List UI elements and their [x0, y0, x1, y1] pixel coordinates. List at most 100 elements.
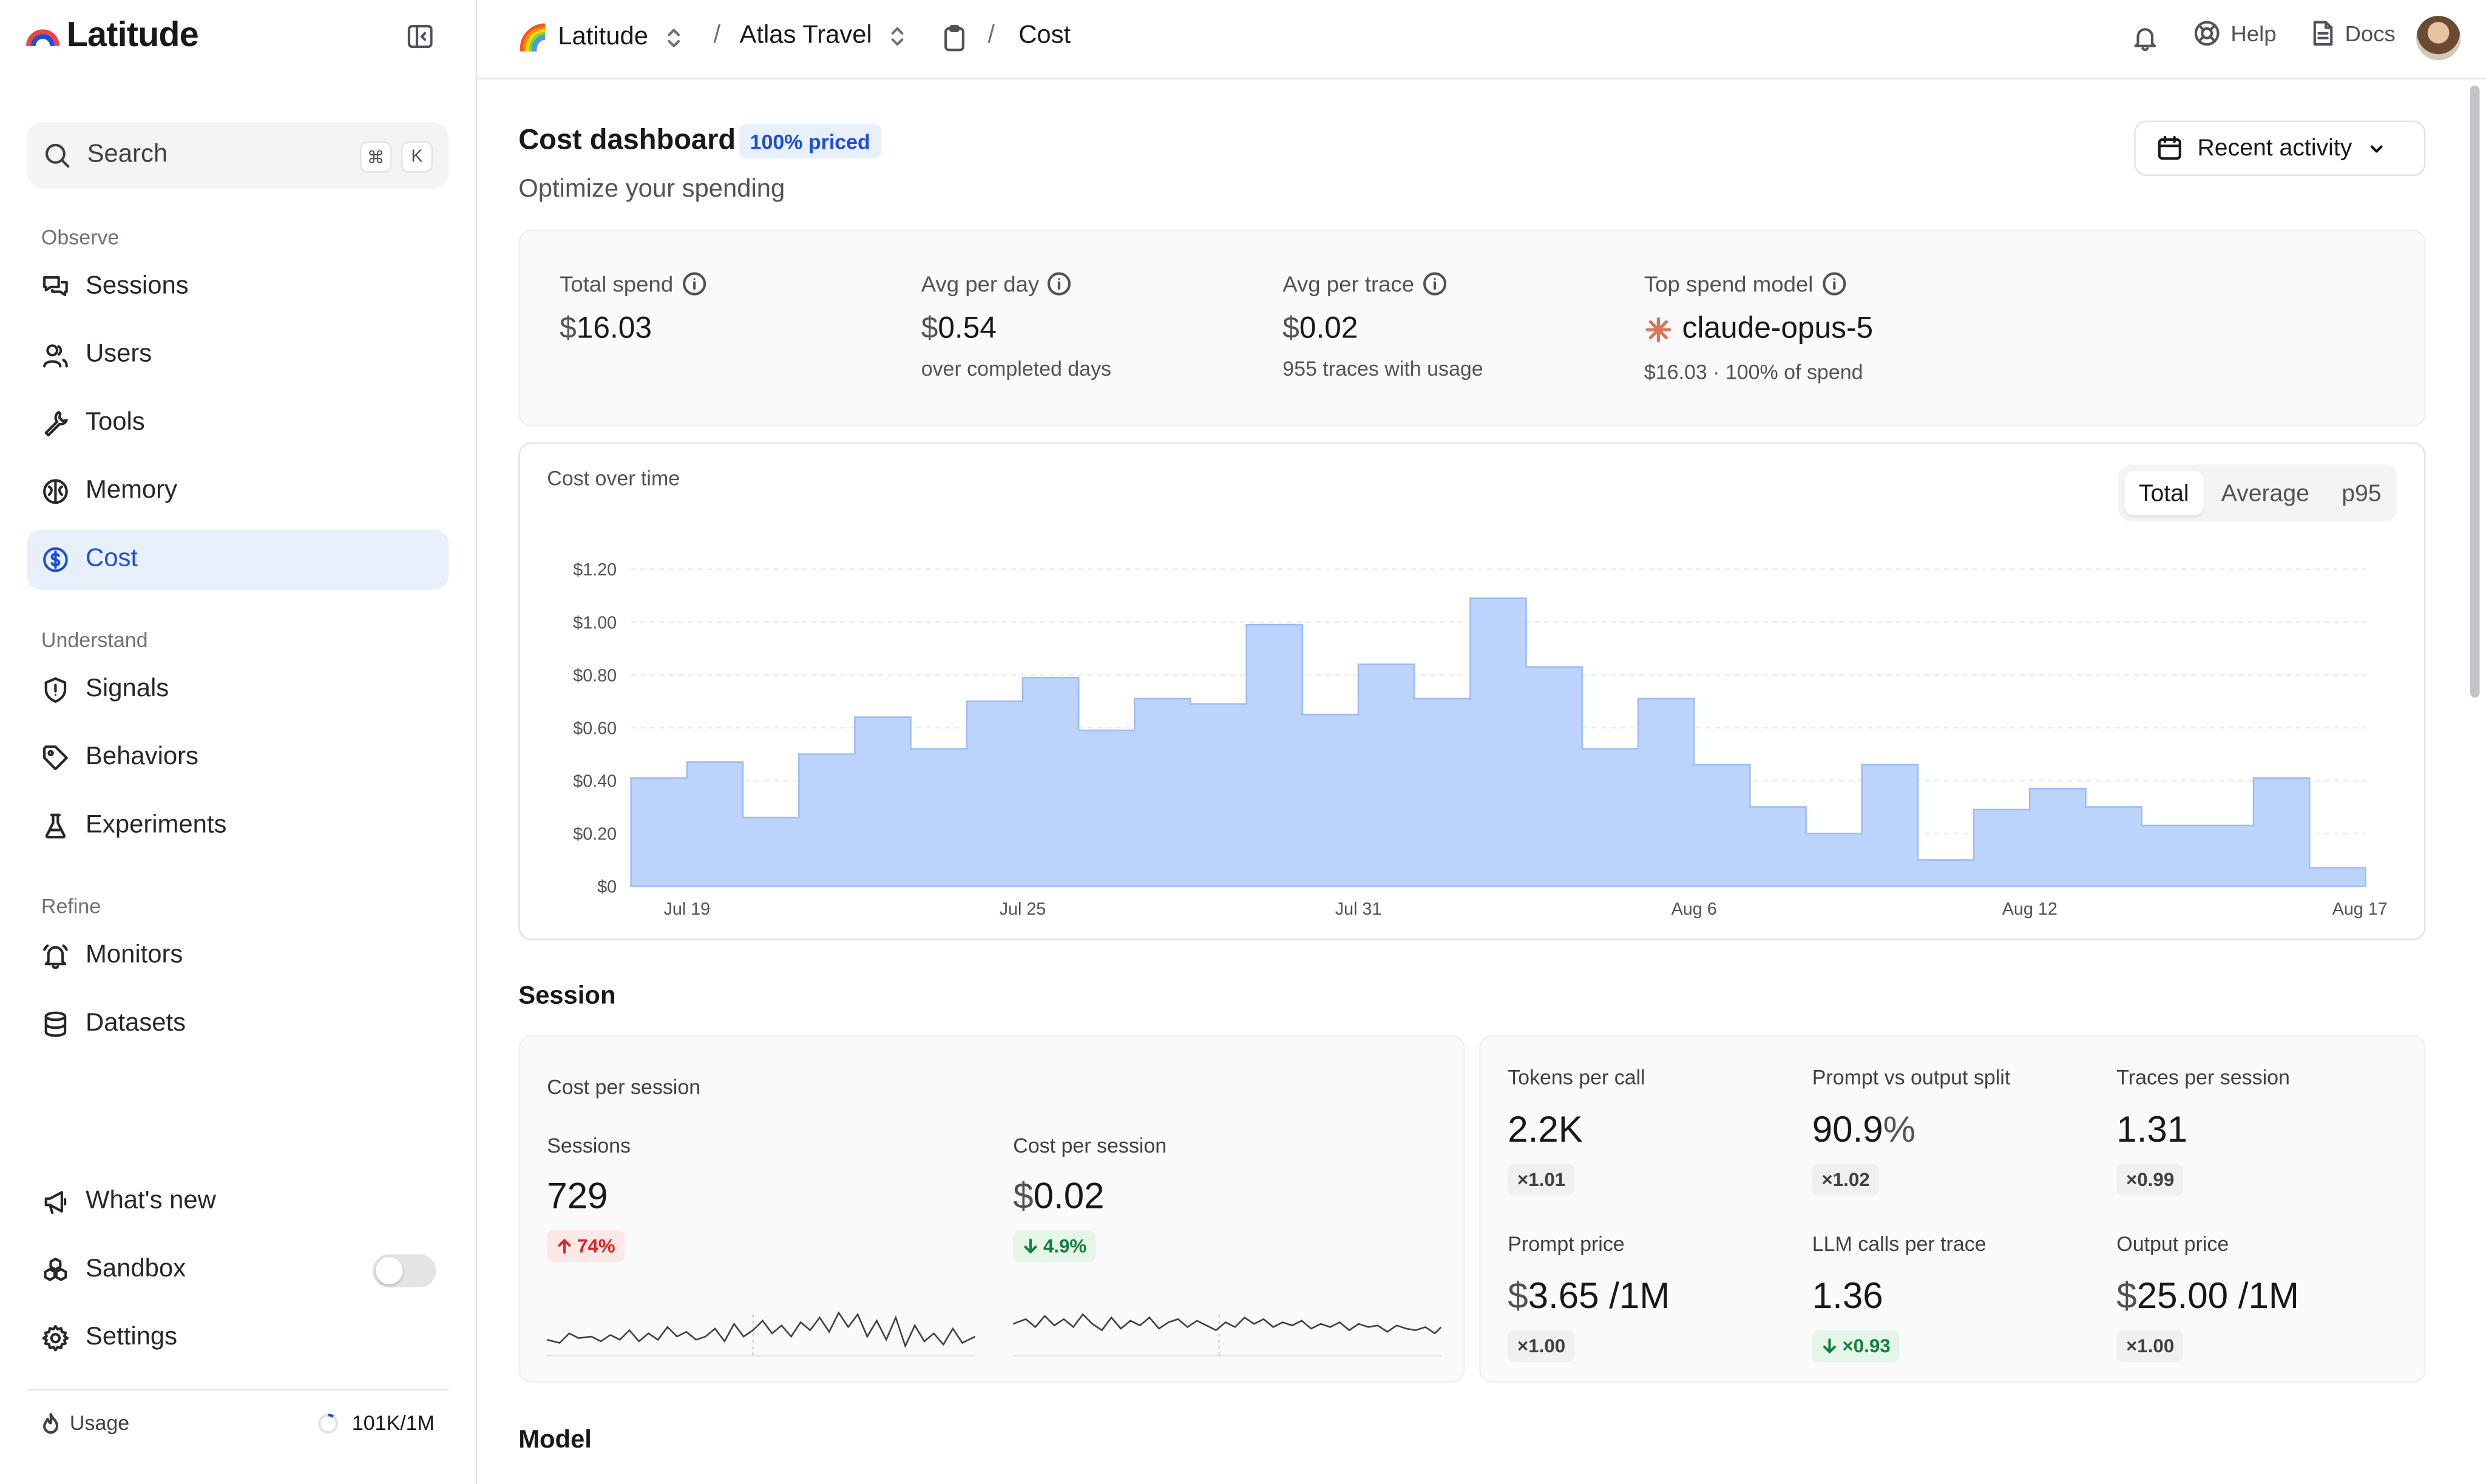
sidebar-item-whats-new[interactable]: What's new [27, 1171, 449, 1232]
gear-icon [42, 1325, 69, 1352]
scrollbar[interactable] [2470, 86, 2480, 698]
top-bar: 🌈 Latitude / Atlas Travel / Cost Help Do… [477, 0, 2486, 80]
metric-value: 0.02 [1033, 1174, 1105, 1216]
metric-label: LLM calls per trace [1812, 1232, 1986, 1256]
ratio-badge: ×1.01 [1508, 1164, 1575, 1196]
help-label: Help [2230, 20, 2277, 46]
cost-bar [2309, 868, 2365, 886]
sidebar-item-sandbox[interactable]: Sandbox [27, 1240, 449, 1300]
date-range-button[interactable]: Recent activity [2134, 120, 2426, 176]
notifications-bell-icon[interactable] [2131, 24, 2159, 52]
collapse-sidebar-icon[interactable] [406, 22, 435, 51]
sidebar-item-sessions[interactable]: Sessions [27, 257, 449, 317]
cost-bar [1191, 704, 1247, 886]
breadcrumb-org[interactable]: 🌈 Latitude [517, 22, 683, 54]
sessions-sparkline [547, 1311, 975, 1357]
breadcrumb-separator: / [713, 22, 721, 49]
flask-icon [45, 813, 66, 839]
usage-value: 101K/1M [351, 1411, 435, 1435]
stat-subtext: over completed days [921, 356, 1112, 381]
sidebar-item-memory[interactable]: Memory [27, 461, 449, 521]
metric-prompt-vs-output-split: Prompt vs output split 90.9% ×1.02 [1812, 1065, 2010, 1196]
x-tick-label: Jul 25 [1000, 900, 1046, 919]
cost-bar [1526, 667, 1582, 886]
x-tick-label: Jul 19 [664, 900, 711, 919]
sidebar-item-label: Cost [86, 545, 138, 573]
cost-over-time-chart[interactable]: $0 $0.20 $0.40 $0.60 $0.80 $1.00 $1.20 Jul 19 Ju… [520, 444, 2427, 941]
sidebar-item-cost[interactable]: Cost [27, 529, 449, 590]
tab-average[interactable]: Average [2221, 479, 2309, 507]
arrow-down-icon [1823, 1338, 1836, 1354]
metric-value: 2.2K [1508, 1108, 1583, 1150]
ratio-badge: ×1.00 [1508, 1330, 1575, 1362]
ratio-badge: ×0.99 [2116, 1164, 2184, 1196]
info-icon[interactable] [1047, 271, 1072, 297]
stat-subtext: $16.03 · 100% of spend [1644, 359, 1863, 384]
docs-button[interactable]: Docs [2310, 19, 2396, 47]
stat-label: Avg per day [921, 271, 1040, 297]
sidebar-item-users[interactable]: Users [27, 325, 449, 385]
sidebar-item-behaviors[interactable]: Behaviors [27, 728, 449, 788]
y-tick-label: $0.80 [573, 666, 617, 685]
users-icon [43, 344, 68, 368]
chevron-up-down-icon [891, 27, 904, 46]
sidebar-item-monitors[interactable]: Monitors [27, 926, 449, 986]
chevron-up-down-icon [667, 29, 680, 47]
search-icon [45, 143, 70, 168]
currency-symbol: $ [1013, 1174, 1034, 1216]
breadcrumb-project[interactable]: / Atlas Travel [713, 22, 907, 51]
cost-bar [2142, 825, 2198, 886]
sandbox-toggle[interactable] [372, 1254, 436, 1288]
sidebar-item-datasets[interactable]: Datasets [27, 994, 449, 1054]
sidebar-item-label: Datasets [86, 1009, 186, 1037]
bell-icon [43, 944, 68, 969]
cost-bar [743, 818, 799, 886]
ratio-badge: ×0.93 [1812, 1330, 1900, 1362]
currency-symbol: $ [1508, 1275, 1528, 1316]
sidebar-item-label: Memory [86, 477, 177, 504]
sidebar-item-experiments[interactable]: Experiments [27, 796, 449, 856]
sidebar-item-signals[interactable]: Signals [27, 660, 449, 720]
cost-bar [1023, 677, 1079, 886]
app-logo[interactable]: Latitude [25, 15, 199, 56]
sidebar-item-settings[interactable]: Settings [27, 1308, 449, 1368]
database-icon [44, 1011, 67, 1037]
cost-bar [911, 749, 967, 886]
delta-badge: 4.9% [1013, 1230, 1096, 1262]
arrow-down-icon [1024, 1238, 1037, 1254]
stat-value: 16.03 [576, 312, 652, 346]
usage-meter: 101K/1M [317, 1411, 435, 1435]
sidebar-item-label: What's new [86, 1187, 216, 1215]
dollar-circle-icon [43, 547, 68, 572]
stat-value: 0.54 [938, 312, 997, 346]
search-input[interactable]: Search ⌘ K [27, 122, 449, 189]
metric-tokens-per-call: Tokens per call 2.2K ×1.01 [1508, 1065, 1645, 1196]
usage-link[interactable]: Usage [41, 1411, 129, 1435]
document-icon [2313, 21, 2333, 46]
x-tick-label: Aug 6 [1671, 900, 1717, 919]
clipboard-icon[interactable] [942, 24, 967, 52]
info-icon[interactable] [681, 271, 706, 297]
metric-value: 1.36 [1812, 1275, 1883, 1316]
chart-title: Cost over time [547, 466, 680, 490]
info-icon[interactable] [1821, 271, 1846, 297]
user-avatar[interactable] [2416, 16, 2461, 61]
sidebar-item-label: Tools [86, 408, 145, 436]
sidebar-item-label: Sessions [86, 273, 189, 300]
metric-label: Output price [2116, 1232, 2229, 1256]
session-metrics-panel: Tokens per call 2.2K ×1.01 Prompt vs out… [1479, 1035, 2426, 1383]
info-icon[interactable] [1422, 271, 1448, 297]
cost-bar [1302, 714, 1358, 886]
help-button[interactable]: Help [2193, 19, 2277, 47]
tab-p95[interactable]: p95 [2342, 479, 2382, 507]
cost-bar [687, 762, 743, 887]
tab-total[interactable]: Total [2124, 470, 2204, 515]
cost-bar [1470, 598, 1526, 887]
cost-over-time-card: Cost over time Total Average p95 $0 $0.20… [518, 442, 2427, 941]
sidebar-item-tools[interactable]: Tools [27, 393, 449, 453]
stat-avg-per-day: Avg per day $0.54 over completed days [921, 271, 1111, 381]
cost-per-session-sparkline [1013, 1313, 1441, 1357]
y-tick-label: $0.20 [573, 825, 617, 844]
sidebar: Latitude Search ⌘ K Observe Sessions Use… [0, 0, 478, 1484]
ratio-badge: ×1.00 [2116, 1330, 2184, 1362]
